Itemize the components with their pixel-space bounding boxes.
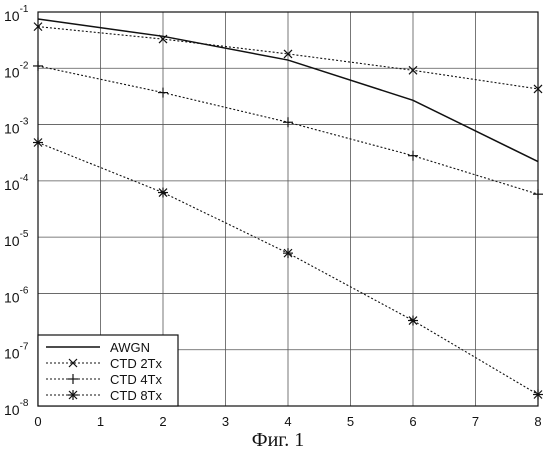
data-point-series-2: [408, 65, 418, 75]
legend-label: CTD 4Tx: [110, 372, 163, 387]
x-tick-label: 3: [222, 414, 229, 429]
y-tick-label: 10-8: [4, 398, 29, 418]
data-point-series-4: [283, 248, 293, 259]
x-tick-label: 5: [347, 414, 354, 429]
data-point-series-3: [158, 87, 168, 98]
y-tick-label: 10-5: [4, 229, 29, 249]
figure-caption: Фиг. 1: [252, 429, 304, 451]
x-tick-label: 1: [97, 414, 104, 429]
legend-swatch-marker: [68, 390, 78, 400]
y-tick-label: 10-4: [4, 173, 29, 193]
legend-label: CTD 2Tx: [110, 356, 163, 371]
data-point-series-3: [408, 150, 418, 161]
y-tick-label: 10-6: [4, 285, 29, 305]
legend-label: AWGN: [110, 340, 150, 355]
data-point-series-4: [158, 187, 168, 198]
data-point-series-2-stroke: [158, 34, 168, 44]
data-point-series-2-stroke: [408, 65, 418, 75]
plot-frame: [37, 11, 539, 407]
legend-swatch-marker: [68, 358, 78, 368]
y-tick-label: 10-3: [4, 117, 29, 137]
data-point-series-2-stroke: [283, 49, 293, 59]
axes: 0 1 2 3 4 5 6 7 8 10-1 10-2 10-3 10-4 10-5 10-6 10-7 10-…: [4, 4, 542, 429]
y-tick-label: 10-1: [4, 4, 29, 24]
x-tick-label: 8: [534, 414, 541, 429]
y-tick-label: 10-2: [4, 60, 29, 80]
legend-label: CTD 8Tx: [110, 388, 163, 403]
data-point-series-2: [158, 34, 168, 44]
series-line-1: [37, 18, 539, 163]
x-tick-label: 6: [409, 414, 416, 429]
data-point-series-4: [408, 315, 418, 326]
legend-swatch-marker-stroke: [68, 358, 78, 368]
data-point-series-3: [283, 117, 293, 128]
grid: [38, 12, 538, 406]
x-tick-label: 4: [284, 414, 291, 429]
x-tick-label: 7: [472, 414, 479, 429]
legend-swatch-marker: [68, 374, 78, 384]
y-tick-label: 10-7: [4, 342, 29, 362]
data-point-series-2: [283, 49, 293, 59]
x-tick-label: 0: [34, 414, 41, 429]
x-tick-label: 2: [159, 414, 166, 429]
